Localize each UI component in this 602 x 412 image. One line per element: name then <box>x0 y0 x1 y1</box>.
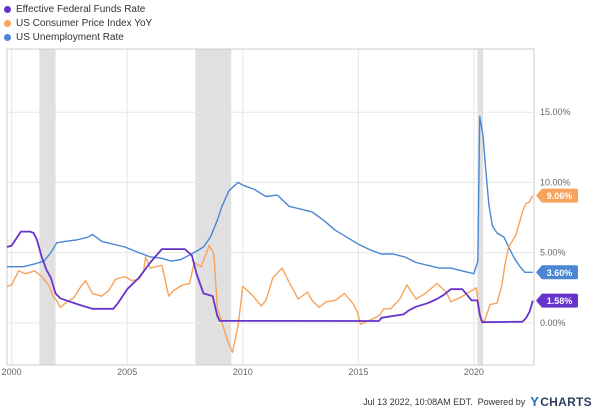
legend: Effective Federal Funds Rate US Consumer… <box>4 2 152 44</box>
series-line-fed-funds <box>6 230 534 324</box>
series-line-cpi <box>6 195 534 354</box>
ycharts-logo[interactable]: Y CHARTS <box>530 394 592 409</box>
legend-item-unemployment[interactable]: US Unemployment Rate <box>4 30 152 44</box>
ycharts-brand-text: CHARTS <box>540 394 592 409</box>
x-tick-label-4: 2020 <box>464 367 484 377</box>
recession-band-0 <box>39 49 56 365</box>
powered-by-text: Powered by <box>477 396 526 407</box>
ycharts-y-mark: Y <box>530 394 540 409</box>
y-tick-label-3: 15.00% <box>540 107 571 117</box>
y-tick-label-2: 10.00% <box>540 177 571 187</box>
end-label-pointer-cpi <box>536 188 542 203</box>
legend-item-cpi[interactable]: US Consumer Price Index YoY <box>4 16 152 30</box>
x-tick-label-3: 2015 <box>348 367 368 377</box>
series-layer <box>6 115 534 354</box>
end-label-unemployment: 3.60% <box>536 265 578 280</box>
footer: Jul 13 2022, 10:08AM EDT. Powered by Y C… <box>363 394 592 409</box>
end-label-box-unemployment <box>541 265 578 280</box>
x-tick-label-2: 2010 <box>233 367 253 377</box>
end-label-cpi: 9.06% <box>536 188 578 203</box>
plot-frame <box>6 48 535 366</box>
line-chart: 0.00%5.00%10.00%15.00% 2000 2005 2010 2015 2… <box>2 48 578 377</box>
end-label-pointer-unemployment <box>536 265 542 280</box>
end-label-text-cpi: 9.06% <box>547 191 573 201</box>
end-label-fed-funds: 1.58% <box>536 293 578 308</box>
x-tick-label-0: 2000 <box>2 367 22 377</box>
legend-marker-cpi <box>4 19 11 27</box>
legend-item-fed-funds[interactable]: Effective Federal Funds Rate <box>4 2 152 16</box>
legend-label-unemployment: US Unemployment Rate <box>16 31 124 43</box>
series-line-unemployment <box>7 115 533 275</box>
legend-label-cpi: US Consumer Price Index YoY <box>16 17 153 29</box>
grid <box>7 49 534 365</box>
end-labels: 1.58% 9.06% 3.60% <box>536 188 578 308</box>
end-label-box-cpi <box>541 188 578 203</box>
legend-marker-fed-funds <box>4 5 11 13</box>
recession-band-1 <box>195 49 232 365</box>
y-axis: 0.00% 5.00% 10.00% 15.00% <box>540 107 571 328</box>
y-tick-label-1: 5.00% <box>540 248 566 258</box>
recession-band-2 <box>477 49 484 365</box>
x-tick-label-1: 2005 <box>117 367 137 377</box>
recession-shading <box>39 49 484 365</box>
timestamp: Jul 13 2022, 10:08AM EDT. <box>363 396 473 407</box>
legend-marker-unemployment <box>4 33 11 41</box>
y-tick-label-0: 0.00% <box>540 318 566 328</box>
end-label-text-unemployment: 3.60% <box>547 268 573 278</box>
legend-label-fed-funds: Effective Federal Funds Rate <box>16 3 146 15</box>
end-label-text-fed-funds: 1.58% <box>547 296 573 306</box>
x-axis: 2000 2005 2010 2015 2020 <box>2 367 484 377</box>
end-label-box-fed-funds <box>541 293 578 308</box>
end-label-pointer-fed-funds <box>536 293 542 308</box>
